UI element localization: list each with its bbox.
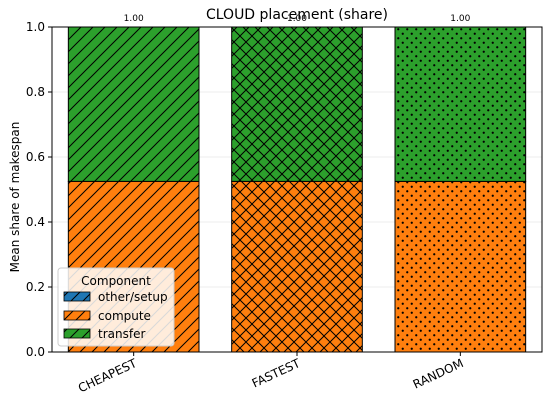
bar-hatch-transfer-cheapest <box>68 27 199 182</box>
bar-hatch-transfer-fastest <box>231 27 363 182</box>
x-axis: CHEAPEST FASTEST RANDOM <box>76 352 466 395</box>
total-label: 1.00 <box>450 14 470 24</box>
legend-box <box>57 267 175 347</box>
legend-swatch-other-setup-hatch <box>64 292 90 301</box>
y-tick-label: 0.4 <box>26 215 45 229</box>
legend-swatch-compute-hatch <box>64 311 90 320</box>
x-tick-label: CHEAPEST <box>76 356 140 396</box>
y-tick-label: 0.6 <box>26 150 45 164</box>
legend-label-transfer: transfer <box>98 327 145 341</box>
bar-hatch-compute-fastest <box>231 181 363 352</box>
legend-label-other-setup: other/setup <box>98 290 168 304</box>
chart-title: CLOUD placement (share) <box>206 7 388 23</box>
total-label: 1.00 <box>124 14 144 24</box>
y-axis-label: Mean share of makespan <box>8 122 22 273</box>
legend: Component other/setup compute transfer <box>57 267 175 347</box>
y-axis: 0.0 0.2 0.4 0.6 0.8 1.0 <box>26 20 52 359</box>
x-tick-label: RANDOM <box>411 356 466 392</box>
y-tick-label: 0.8 <box>26 85 45 99</box>
bar-hatch-compute-random <box>395 181 526 352</box>
y-tick-label: 0.0 <box>26 345 45 359</box>
total-label: 1.00 <box>287 14 307 24</box>
data-labels: 1.00 1.00 1.00 <box>124 14 471 24</box>
bar-hatch-transfer-random <box>395 27 526 182</box>
x-tick-label: FASTEST <box>250 356 303 391</box>
y-tick-label: 1.0 <box>26 20 45 34</box>
legend-title: Component <box>81 274 151 288</box>
legend-label-compute: compute <box>98 309 151 323</box>
legend-swatch-transfer-hatch <box>64 329 90 338</box>
y-tick-label: 0.2 <box>26 280 45 294</box>
